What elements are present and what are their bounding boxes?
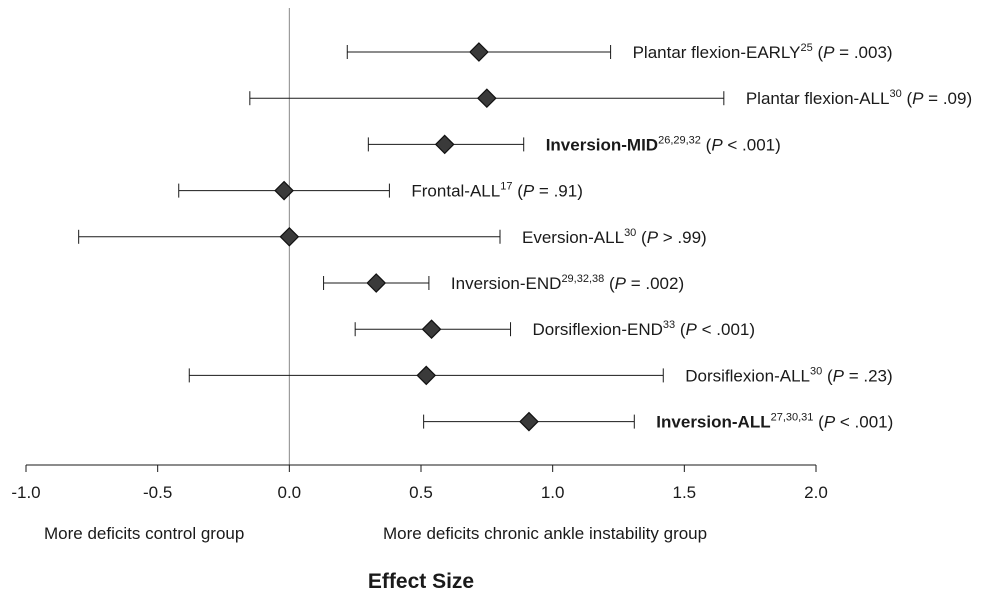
row-p-value: = .09) (923, 89, 972, 108)
row-p-value: = .003) (834, 43, 892, 62)
forest-row: Inversion-END29,32,38 (P = .002) (323, 273, 684, 293)
row-p-value: < .001) (723, 135, 781, 154)
estimate-marker (279, 226, 300, 247)
x-tick-label: 1.0 (541, 483, 565, 502)
row-name: Dorsiflexion-END (533, 320, 663, 339)
row-label: Inversion-END29,32,38 (P = .002) (451, 273, 684, 293)
row-p-value: = .23) (844, 366, 893, 385)
row-p-symbol: P (912, 89, 924, 108)
forest-row: Plantar flexion-EARLY25 (P = .003) (346, 42, 893, 62)
row-refs: 30 (889, 88, 901, 100)
estimate-marker (519, 411, 539, 432)
row-p-value: > .99) (658, 228, 707, 247)
row-label: Plantar flexion-EARLY25 (P = .003) (633, 42, 893, 62)
x-tick-label: 0.5 (409, 483, 433, 502)
row-p-open: ( (512, 182, 523, 201)
row-name: Dorsiflexion-ALL (685, 366, 810, 385)
estimate-marker (469, 42, 489, 62)
x-tick-label: 0.0 (278, 483, 302, 502)
row-label: Dorsiflexion-ALL30 (P = .23) (685, 365, 892, 385)
forest-rows: Plantar flexion-EARLY25 (P = .003)Planta… (78, 42, 972, 432)
row-label: Eversion-ALL30 (P > .99) (522, 227, 707, 247)
row-refs: 30 (624, 227, 636, 239)
row-p-open: ( (902, 89, 913, 108)
row-p-symbol: P (824, 413, 836, 432)
row-p-symbol: P (615, 274, 627, 293)
row-p-open: ( (636, 228, 647, 247)
row-name: Inversion-END (451, 274, 562, 293)
row-refs: 26,29,32 (658, 134, 701, 146)
forest-row: Dorsiflexion-ALL30 (P = .23) (188, 365, 893, 386)
row-p-value: < .001) (697, 320, 755, 339)
row-label: Plantar flexion-ALL30 (P = .09) (746, 88, 972, 108)
row-p-open: ( (813, 413, 824, 432)
row-p-symbol: P (833, 366, 845, 385)
row-p-open: ( (604, 274, 615, 293)
x-tick-label: -1.0 (11, 483, 40, 502)
row-p-open: ( (813, 43, 824, 62)
row-refs: 29,32,38 (561, 273, 604, 285)
row-refs: 25 (800, 42, 812, 54)
row-p-symbol: P (686, 320, 698, 339)
forest-row: Eversion-ALL30 (P > .99) (78, 226, 707, 247)
row-p-value: = .91) (534, 182, 583, 201)
forest-row: Inversion-ALL27,30,31 (P < .001) (423, 411, 893, 432)
estimate-marker (421, 319, 442, 340)
forest-row: Inversion-MID26,29,32 (P < .001) (367, 134, 781, 155)
right-annotation: More deficits chronic ankle instability … (383, 524, 707, 543)
row-label: Inversion-ALL27,30,31 (P < .001) (656, 412, 893, 432)
row-p-symbol: P (523, 182, 535, 201)
row-label: Frontal-ALL17 (P = .91) (411, 181, 582, 201)
left-annotation: More deficits control group (44, 524, 244, 543)
row-p-open: ( (822, 366, 833, 385)
estimate-marker (274, 180, 294, 201)
row-p-open: ( (675, 320, 686, 339)
forest-row: Frontal-ALL17 (P = .91) (178, 180, 583, 201)
row-refs: 17 (500, 181, 512, 193)
row-name: Frontal-ALL (411, 182, 500, 201)
estimate-marker (416, 365, 437, 386)
forest-row: Plantar flexion-ALL30 (P = .09) (249, 88, 972, 109)
row-refs: 30 (810, 365, 822, 377)
row-p-open: ( (701, 135, 712, 154)
x-tick-label: 1.5 (673, 483, 697, 502)
x-tick-label: 2.0 (804, 483, 828, 502)
x-ticks: -1.0 -0.5 0.0 0.5 1.0 1.5 2.0 (11, 465, 828, 502)
estimate-marker (366, 273, 387, 293)
row-p-value: < .001) (835, 413, 893, 432)
row-name: Eversion-ALL (522, 228, 624, 247)
row-label: Dorsiflexion-END33 (P < .001) (533, 319, 755, 339)
row-refs: 33 (663, 319, 675, 331)
x-axis-title: Effect Size (368, 570, 474, 593)
row-refs: 27,30,31 (771, 412, 814, 424)
estimate-marker (476, 88, 497, 109)
row-name: Plantar flexion-ALL (746, 89, 890, 108)
row-label: Inversion-MID26,29,32 (P < .001) (546, 134, 781, 154)
estimate-marker (434, 134, 455, 155)
forest-row: Dorsiflexion-END33 (P < .001) (354, 319, 755, 340)
row-name: Inversion-MID (546, 135, 658, 154)
row-name: Inversion-ALL (656, 413, 770, 432)
row-p-symbol: P (823, 43, 835, 62)
row-p-value: = .002) (626, 274, 684, 293)
row-p-symbol: P (711, 135, 723, 154)
row-p-symbol: P (647, 228, 659, 247)
row-name: Plantar flexion-EARLY (633, 43, 801, 62)
x-tick-label: -0.5 (143, 483, 172, 502)
